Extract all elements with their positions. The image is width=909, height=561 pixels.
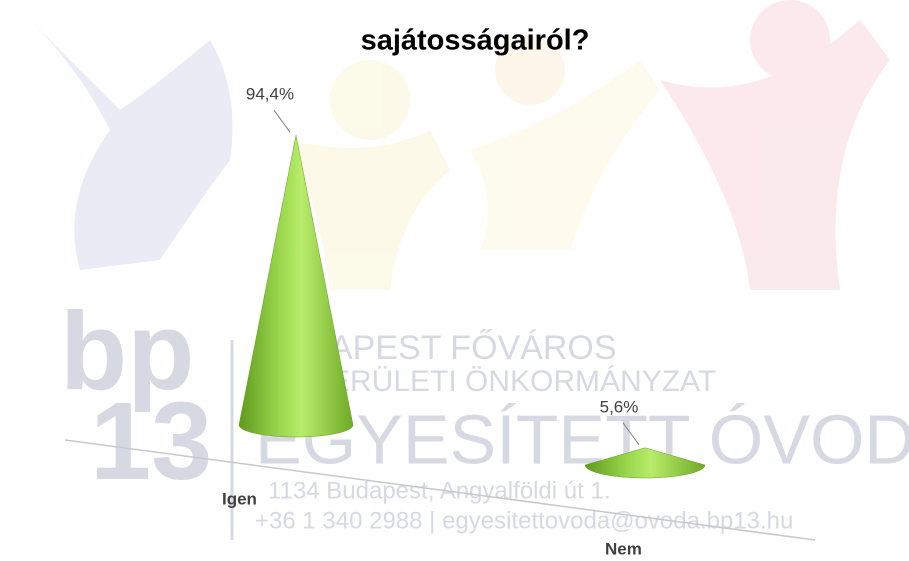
x-tick-label: Nem — [605, 539, 642, 558]
chart: bp 13 APEST FŐVÁROS ERÜLETI ÖNKORMÁNYZAT… — [0, 0, 909, 561]
x-tick-label: Igen — [222, 489, 257, 508]
watermark-text: ERÜLETI ÖNKORMÁNYZAT — [330, 365, 716, 398]
watermark-text: APEST FŐVÁROS — [330, 329, 617, 367]
watermark-text: 1134 Budapest, Angyalföldi út 1. — [268, 477, 610, 504]
data-label: 5,6% — [600, 397, 639, 416]
data-label: 94,4% — [246, 85, 294, 104]
chart-title: sajátosságairól? — [361, 25, 590, 57]
watermark-logo: 13 — [90, 380, 212, 503]
watermark-text: +36 1 340 2988 | egyesitettovoda@ovoda.b… — [255, 507, 793, 534]
leader-line — [274, 110, 290, 132]
watermark-text: EGYESÍTETT ÓVODA — [255, 400, 909, 478]
